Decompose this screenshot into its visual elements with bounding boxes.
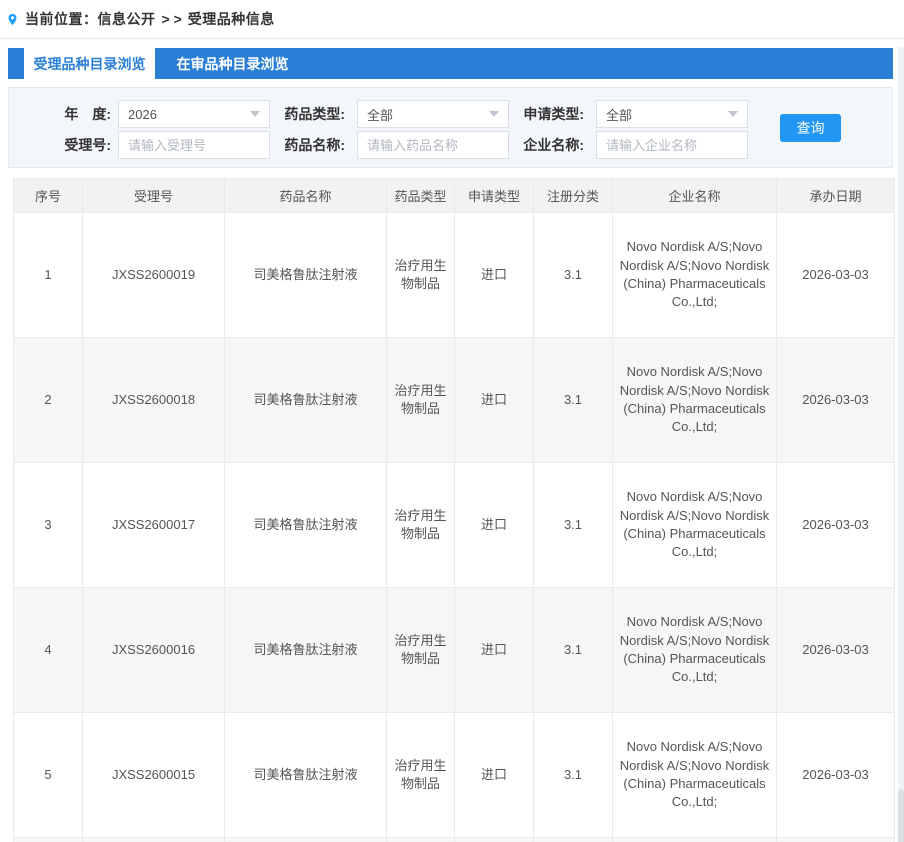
column-header-reg_class: 注册分类 <box>533 178 613 213</box>
partial-next-row <box>13 837 895 842</box>
cell-company: Novo Nordisk A/S;Novo Nordisk A/S;Novo N… <box>612 337 777 463</box>
cell-drug_name: 司美格鲁肽注射液 <box>224 587 387 713</box>
apply-type-select-value: 全部 <box>606 107 633 123</box>
cell-company: Novo Nordisk A/S;Novo Nordisk A/S;Novo N… <box>612 212 777 338</box>
results-table-head: 序号 受理号 药品名称 药品类型 申请类型 注册分类 企业名称 承办日期 <box>13 178 895 213</box>
table-row: 5 JXSS2600015 司美格鲁肽注射液 治疗用生物制品 进口 3.1 Novo Nor… <box>13 712 895 838</box>
cell-drug_type: 治疗用生物制品 <box>386 462 455 588</box>
filter-row-1: 年 度: 2026 药品类型: 全部 申请类型: 全部 <box>9 100 892 128</box>
tab-bar: 受理品种目录浏览 在审品种目录浏览 <box>8 48 893 79</box>
cell-reg_class: 3.1 <box>533 462 613 588</box>
cell-drug_type: 治疗用生物制品 <box>386 337 455 463</box>
cell-apply_type: 进口 <box>454 212 534 338</box>
chevron-down-icon <box>250 111 260 117</box>
cell-acceptance_no: JXSS2600015 <box>82 712 225 838</box>
apply-type-label: 申请类型: <box>523 106 584 122</box>
cell-reg_class: 3.1 <box>533 337 613 463</box>
cell-seq: 3 <box>13 462 83 588</box>
cell-seq: 1 <box>13 212 83 338</box>
filter-panel: 年 度: 2026 药品类型: 全部 申请类型: 全部 受理号: 药品名称: 企… <box>8 87 893 168</box>
table-row: 3 JXSS2600017 司美格鲁肽注射液 治疗用生物制品 进口 3.1 Novo Nor… <box>13 462 895 588</box>
breadcrumb: 当前位置：信息公开 > > 受理品种信息 <box>0 0 904 39</box>
tab-under-review-catalog[interactable]: 在审品种目录浏览 <box>176 55 289 72</box>
drug-name-input[interactable] <box>357 131 509 159</box>
column-header-apply_type: 申请类型 <box>454 178 534 213</box>
breadcrumb-separator: > > <box>161 11 182 27</box>
cell-drug_name: 司美格鲁肽注射液 <box>224 712 387 838</box>
filter-row-2: 受理号: 药品名称: 企业名称: <box>9 131 892 159</box>
cell-acceptance_no: JXSS2600019 <box>82 212 225 338</box>
column-header-drug_name: 药品名称 <box>224 178 387 213</box>
cell-seq: 5 <box>13 712 83 838</box>
year-label: 年 度: <box>64 106 111 122</box>
cell-date: 2026-03-03 <box>776 212 895 338</box>
cell-drug_type: 治疗用生物制品 <box>386 212 455 338</box>
results-table-body: 1 JXSS2600019 司美格鲁肽注射液 治疗用生物制品 进口 3.1 Novo Nor… <box>13 212 895 842</box>
cell-apply_type: 进口 <box>454 587 534 713</box>
drug-type-select-value: 全部 <box>367 107 394 123</box>
apply-type-select[interactable]: 全部 <box>596 100 748 128</box>
cell-company: Novo Nordisk A/S;Novo Nordisk A/S;Novo N… <box>612 462 777 588</box>
cell-acceptance_no: JXSS2600016 <box>82 587 225 713</box>
cell-reg_class: 3.1 <box>533 712 613 838</box>
acceptance-no-input[interactable] <box>118 131 270 159</box>
location-pin-icon <box>6 11 19 28</box>
cell-seq: 2 <box>13 337 83 463</box>
cell-company: Novo Nordisk A/S;Novo Nordisk A/S;Novo N… <box>612 712 777 838</box>
cell-apply_type: 进口 <box>454 462 534 588</box>
search-button[interactable]: 查询 <box>780 113 841 142</box>
tab-accepted-catalog[interactable]: 受理品种目录浏览 <box>24 48 155 79</box>
table-row: 4 JXSS2600016 司美格鲁肽注射液 治疗用生物制品 进口 3.1 Novo Nor… <box>13 587 895 713</box>
scrollbar-thumb[interactable] <box>898 789 904 842</box>
cell-reg_class: 3.1 <box>533 212 613 338</box>
company-name-label: 企业名称: <box>523 137 584 153</box>
cell-drug_name: 司美格鲁肽注射液 <box>224 212 387 338</box>
cell-drug_type: 治疗用生物制品 <box>386 587 455 713</box>
column-header-company: 企业名称 <box>612 178 777 213</box>
cell-drug_name: 司美格鲁肽注射液 <box>224 462 387 588</box>
cell-date: 2026-03-03 <box>776 587 895 713</box>
cell-acceptance_no: JXSS2600018 <box>82 337 225 463</box>
year-select-value: 2026 <box>128 106 157 122</box>
acceptance-no-label: 受理号: <box>64 137 111 153</box>
table-row: 2 JXSS2600018 司美格鲁肽注射液 治疗用生物制品 进口 3.1 Novo Nor… <box>13 337 895 463</box>
cell-acceptance_no: JXSS2600017 <box>82 462 225 588</box>
page-scrollbar[interactable] <box>898 47 904 842</box>
chevron-down-icon <box>728 111 738 117</box>
drug-type-label: 药品类型: <box>284 106 345 122</box>
breadcrumb-location: 当前位置：信息公开 <box>25 11 156 27</box>
cell-apply_type: 进口 <box>454 337 534 463</box>
column-header-drug_type: 药品类型 <box>386 178 455 213</box>
cell-drug_name: 司美格鲁肽注射液 <box>224 337 387 463</box>
cell-company: Novo Nordisk A/S;Novo Nordisk A/S;Novo N… <box>612 587 777 713</box>
cell-seq: 4 <box>13 587 83 713</box>
drug-name-label: 药品名称: <box>284 137 345 153</box>
chevron-down-icon <box>489 111 499 117</box>
cell-date: 2026-03-03 <box>776 462 895 588</box>
year-select[interactable]: 2026 <box>118 100 270 128</box>
company-name-input[interactable] <box>596 131 748 159</box>
cell-date: 2026-03-03 <box>776 712 895 838</box>
breadcrumb-current-page: 受理品种信息 <box>187 11 275 27</box>
drug-type-select[interactable]: 全部 <box>357 100 509 128</box>
cell-date: 2026-03-03 <box>776 337 895 463</box>
column-header-seq: 序号 <box>13 178 83 213</box>
cell-apply_type: 进口 <box>454 712 534 838</box>
column-header-acceptance_no: 受理号 <box>82 178 225 213</box>
results-table: 序号 受理号 药品名称 药品类型 申请类型 注册分类 企业名称 承办日期 1 JXSS26000… <box>13 178 895 842</box>
column-header-date: 承办日期 <box>776 178 895 213</box>
cell-reg_class: 3.1 <box>533 587 613 713</box>
cell-drug_type: 治疗用生物制品 <box>386 712 455 838</box>
table-row: 1 JXSS2600019 司美格鲁肽注射液 治疗用生物制品 进口 3.1 Novo Nor… <box>13 212 895 338</box>
